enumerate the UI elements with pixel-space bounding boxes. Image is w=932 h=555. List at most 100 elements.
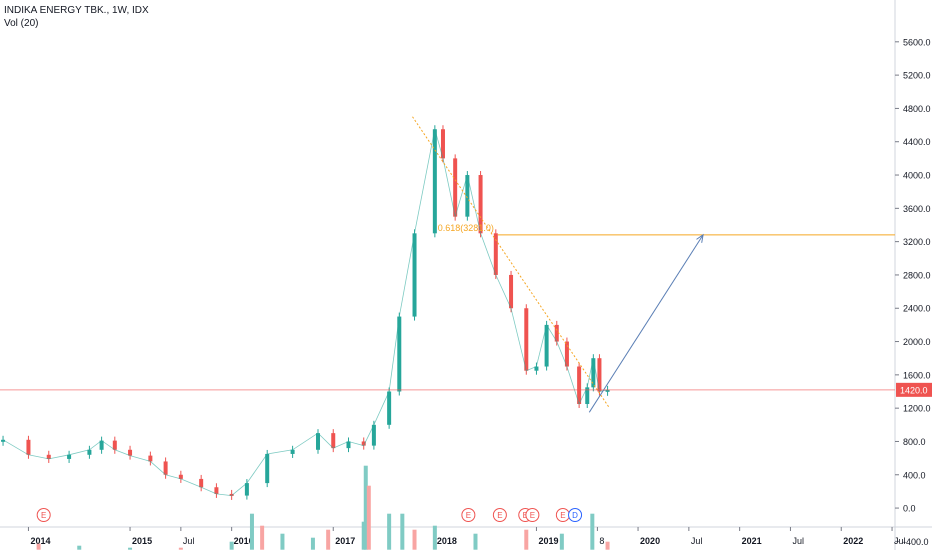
candle-body bbox=[67, 454, 72, 459]
volume-bar bbox=[128, 547, 133, 550]
candle-body bbox=[229, 493, 234, 496]
volume-bar bbox=[229, 541, 234, 550]
earnings-marker-label: E bbox=[523, 511, 528, 520]
volume-bar bbox=[605, 541, 610, 550]
volume-bar bbox=[412, 529, 417, 550]
candle-body bbox=[524, 308, 529, 371]
candle-body bbox=[554, 324, 559, 342]
fibonacci-level-label: 0.618(3281.0) bbox=[438, 223, 494, 233]
earnings-marker-label: E bbox=[466, 511, 471, 520]
candle-body bbox=[493, 233, 498, 275]
candle-body bbox=[199, 478, 204, 488]
candle-body bbox=[605, 389, 610, 392]
earnings-marker-circle[interactable] bbox=[492, 508, 507, 522]
candle-body bbox=[178, 474, 183, 479]
price-tick-label: 800.0 bbox=[903, 437, 926, 447]
candle-body bbox=[163, 461, 168, 475]
price-tick-label: -400.0 bbox=[903, 537, 929, 547]
earnings-marker-label: E bbox=[41, 511, 46, 520]
volume-bar bbox=[473, 533, 478, 550]
volume-bar bbox=[363, 465, 368, 550]
time-tick-label: Jul bbox=[894, 536, 906, 546]
time-tick-label: 2016 bbox=[234, 536, 254, 546]
candle-body bbox=[1, 439, 6, 442]
candle-body bbox=[440, 129, 445, 159]
candle-body bbox=[26, 439, 31, 455]
time-tick-label: Jul bbox=[792, 536, 804, 546]
downtrend-line[interactable] bbox=[412, 116, 611, 409]
earnings-marker-label: E bbox=[560, 511, 565, 520]
volume-indicator-label: Vol (20) bbox=[4, 18, 39, 29]
volume-bar bbox=[280, 533, 285, 550]
earnings-marker-circle[interactable] bbox=[36, 508, 51, 522]
candle-body bbox=[316, 433, 321, 450]
price-series-line bbox=[2, 129, 608, 497]
price-tick-label: 2400.0 bbox=[903, 304, 931, 314]
candle-body bbox=[478, 175, 483, 234]
candle-body bbox=[265, 453, 270, 484]
candle-body bbox=[412, 233, 417, 317]
earnings-marker-label: E bbox=[530, 511, 535, 520]
time-tick-label: Jul bbox=[691, 536, 703, 546]
candle-body bbox=[591, 358, 596, 388]
candle-body bbox=[112, 440, 117, 450]
price-tick-label: 5600.0 bbox=[903, 37, 931, 47]
time-tick-label: 2014 bbox=[30, 536, 50, 546]
earnings-marker-circle[interactable] bbox=[461, 508, 476, 522]
candle-body bbox=[128, 449, 133, 456]
symbol-title: INDIKA ENERGY TBK., 1W, IDX bbox=[4, 5, 149, 16]
time-tick-label: 8 bbox=[599, 536, 604, 546]
price-tick-label: 1600.0 bbox=[903, 370, 931, 380]
candle-body bbox=[397, 316, 402, 392]
earnings-marker-label: E bbox=[497, 511, 502, 520]
price-tick-label: 2800.0 bbox=[903, 270, 931, 280]
candle-body bbox=[244, 483, 249, 496]
candle-body bbox=[534, 366, 539, 371]
price-tick-label: 400.0 bbox=[903, 470, 926, 480]
time-tick-label: 2015 bbox=[132, 536, 152, 546]
volume-bar bbox=[387, 513, 392, 550]
candle-body bbox=[597, 358, 602, 392]
price-tick-label: 0.0 bbox=[903, 504, 916, 514]
candle-body bbox=[331, 433, 336, 449]
candle-body bbox=[148, 455, 153, 462]
earnings-marker-circle[interactable] bbox=[525, 508, 540, 522]
volume-bar bbox=[249, 513, 254, 550]
time-tick-label: 2019 bbox=[538, 536, 558, 546]
candle-body bbox=[564, 341, 569, 367]
candle-body bbox=[87, 449, 92, 455]
volume-bar bbox=[432, 525, 437, 550]
candle-body bbox=[509, 274, 514, 309]
time-tick-label: 2022 bbox=[843, 536, 863, 546]
volume-bar bbox=[326, 529, 331, 550]
current-price-label: 1420.0 bbox=[900, 385, 928, 395]
price-tick-label: 4800.0 bbox=[903, 104, 931, 114]
candle-body bbox=[346, 441, 351, 449]
volume-bar bbox=[260, 525, 265, 550]
volume-bar bbox=[366, 485, 371, 550]
time-tick-label: Jul bbox=[183, 536, 195, 546]
candle-body bbox=[290, 449, 295, 454]
volume-bar bbox=[310, 537, 315, 550]
price-tick-label: 5200.0 bbox=[903, 71, 931, 81]
volume-bar bbox=[77, 545, 82, 550]
price-tick-label: 1200.0 bbox=[903, 404, 931, 414]
time-tick-label: 2020 bbox=[640, 536, 660, 546]
time-tick-label: 2021 bbox=[742, 536, 762, 546]
candle-body bbox=[361, 441, 366, 446]
current-price-badge bbox=[896, 382, 932, 397]
volume-bar bbox=[36, 543, 41, 550]
candle-body bbox=[46, 454, 51, 459]
projection-arrow-line[interactable] bbox=[588, 234, 704, 413]
candle-body bbox=[585, 387, 590, 404]
earnings-marker-circle[interactable] bbox=[568, 508, 583, 522]
candle-body bbox=[214, 487, 219, 494]
chart-header: INDIKA ENERGY TBK., 1W, IDX Vol (20) bbox=[4, 4, 149, 30]
price-tick-label: 4400.0 bbox=[903, 137, 931, 147]
candle-body bbox=[432, 129, 437, 234]
volume-bar bbox=[590, 513, 595, 550]
volume-bar bbox=[559, 533, 564, 550]
